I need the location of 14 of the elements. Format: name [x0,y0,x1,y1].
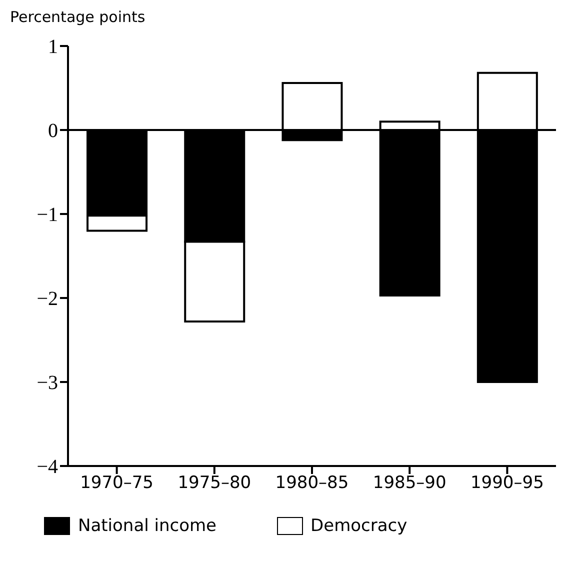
y-tick-label: −3 [36,372,58,394]
y-tick-label: −4 [36,456,58,478]
y-tick-label: −2 [36,288,58,310]
y-tick-label: 0 [48,120,58,142]
x-tick-label: 1990–95 [470,473,544,494]
x-tick-label: 1985–90 [372,473,446,494]
legend-label: Democracy [310,516,408,536]
y-axis-title: Percentage points [10,8,146,26]
legend-label: National income [78,516,217,536]
x-tick-label: 1970–75 [80,473,154,494]
y-tick-label: −1 [36,204,58,226]
y-tick-label: 1 [48,36,58,58]
x-tick-label: 1975–80 [178,473,252,494]
x-tick-label: 1980–85 [275,473,349,494]
